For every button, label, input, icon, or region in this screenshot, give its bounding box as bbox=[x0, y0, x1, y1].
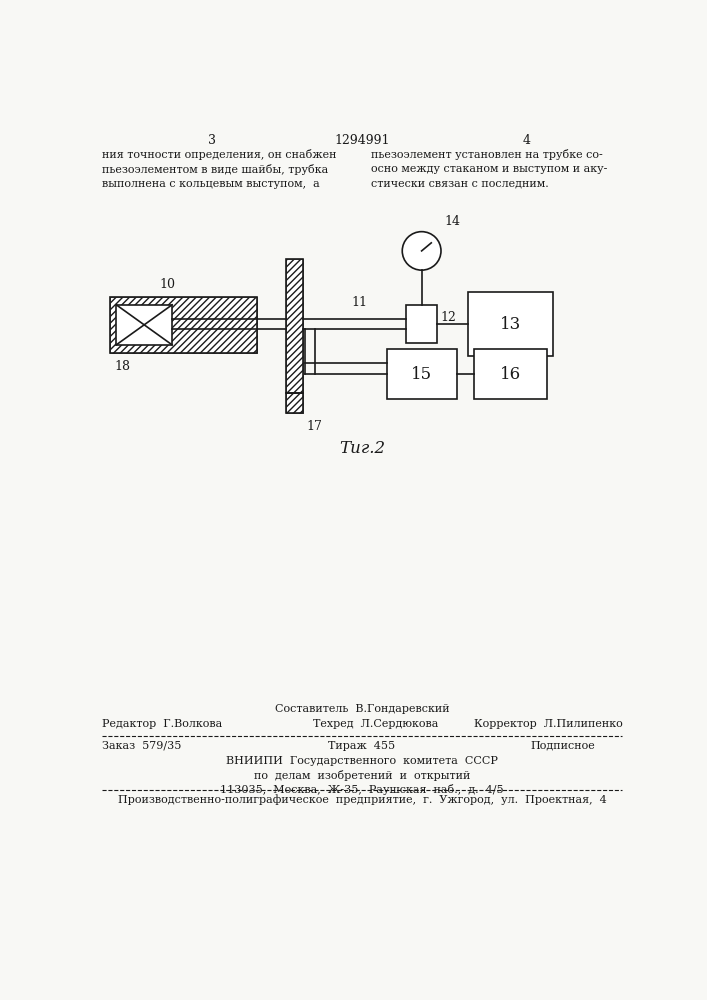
Text: ния точности определения, он снабжен: ния точности определения, он снабжен bbox=[103, 149, 337, 160]
Text: 15: 15 bbox=[411, 366, 432, 383]
Bar bbox=[110, 297, 257, 353]
Text: 12: 12 bbox=[440, 311, 456, 324]
Text: Τиг.2: Τиг.2 bbox=[339, 440, 385, 457]
Text: 16: 16 bbox=[500, 366, 521, 383]
Bar bbox=[286, 259, 303, 393]
Bar bbox=[474, 349, 547, 399]
Text: пьезоэлемент установлен на трубке со-: пьезоэлемент установлен на трубке со- bbox=[371, 149, 603, 160]
Bar bbox=[468, 292, 554, 356]
Text: 14: 14 bbox=[445, 215, 461, 228]
Text: 113035,  Москва,  Ж-35,  Раушская  наб.,  д.  4/5: 113035, Москва, Ж-35, Раушская наб., д. … bbox=[220, 784, 504, 795]
Bar bbox=[387, 349, 457, 399]
Bar bbox=[286, 259, 303, 393]
Text: Заказ  579/35: Заказ 579/35 bbox=[103, 741, 182, 751]
Text: Редактор  Г.Волкова: Редактор Г.Волкова bbox=[103, 719, 223, 729]
Text: Тираж  455: Тираж 455 bbox=[328, 741, 395, 751]
Text: ВНИИПИ  Государственного  комитета  СССР: ВНИИПИ Государственного комитета СССР bbox=[226, 756, 498, 766]
Text: 13: 13 bbox=[500, 316, 521, 333]
Text: 4: 4 bbox=[522, 134, 530, 147]
Text: Корректор  Л.Пилипенко: Корректор Л.Пилипенко bbox=[474, 719, 622, 729]
Bar bbox=[406, 305, 437, 343]
Text: пьезоэлементом в виде шайбы, трубка: пьезоэлементом в виде шайбы, трубка bbox=[103, 164, 329, 175]
Text: 18: 18 bbox=[114, 360, 130, 373]
Bar bbox=[286, 393, 303, 413]
Bar bbox=[286, 393, 303, 413]
Text: по  делам  изобретений  и  открытий: по делам изобретений и открытий bbox=[254, 770, 470, 781]
Text: 3: 3 bbox=[209, 134, 216, 147]
Bar bbox=[110, 297, 257, 353]
Bar bbox=[116, 305, 172, 345]
Text: 17: 17 bbox=[307, 420, 323, 433]
Text: Подписное: Подписное bbox=[530, 741, 595, 751]
Text: выполнена с кольцевым выступом,  а: выполнена с кольцевым выступом, а bbox=[103, 179, 320, 189]
Text: 11: 11 bbox=[352, 296, 368, 309]
Text: Производственно-полиграфическое  предприятие,  г.  Ужгород,  ул.  Проектная,  4: Производственно-полиграфическое предприя… bbox=[117, 795, 607, 805]
Text: осно между стаканом и выступом и аку-: осно между стаканом и выступом и аку- bbox=[371, 164, 607, 174]
Circle shape bbox=[402, 232, 441, 270]
Text: 10: 10 bbox=[160, 278, 175, 291]
Text: 1294991: 1294991 bbox=[334, 134, 390, 147]
Text: Техред  Л.Сердюкова: Техред Л.Сердюкова bbox=[313, 719, 438, 729]
Text: стически связан с последним.: стически связан с последним. bbox=[371, 179, 549, 189]
Text: Составитель  В.Гондаревский: Составитель В.Гондаревский bbox=[274, 704, 449, 714]
